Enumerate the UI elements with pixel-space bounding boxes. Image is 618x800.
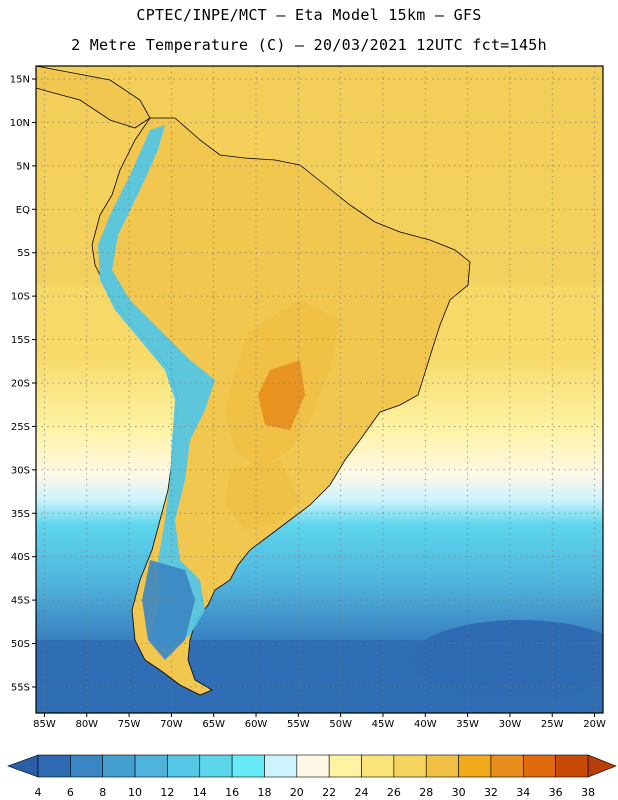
lat-lon-grid bbox=[36, 66, 603, 713]
lat-tick-label: 10S bbox=[11, 292, 30, 303]
colorbar-label: 10 bbox=[128, 786, 142, 799]
lon-tick-label: 40W bbox=[414, 719, 437, 730]
lon-tick-label: 60W bbox=[245, 719, 268, 730]
map-title-line2: 2 Metre Temperature (C) – 20/03/2021 12U… bbox=[71, 36, 547, 54]
lat-tick-label: 40S bbox=[11, 552, 30, 563]
colorbar-label: 34 bbox=[516, 786, 530, 799]
southern-warm-region bbox=[225, 460, 300, 530]
lat-tick-label: 35S bbox=[11, 509, 30, 520]
map-title-line1: CPTEC/INPE/MCT – Eta Model 15km – GFS bbox=[136, 6, 482, 24]
patagonia-cold bbox=[142, 560, 195, 660]
colorbar-swatch bbox=[328, 754, 362, 778]
lon-tick-label: 65W bbox=[202, 719, 225, 730]
colorbar-label: 12 bbox=[160, 786, 174, 799]
map-frame bbox=[35, 65, 604, 714]
temperature-colorbar: 4 6 8 10 12 14 16 18 20 22 24 26 28 30 32 34 36 38 bbox=[7, 754, 617, 799]
lon-tick-label: 55W bbox=[287, 719, 310, 730]
colorbar-swatch bbox=[555, 754, 589, 778]
colorbar-swatch bbox=[70, 754, 104, 778]
lon-tick-label: 50W bbox=[329, 719, 352, 730]
lon-tick-label: 75W bbox=[118, 719, 141, 730]
lat-tick-label: 15N bbox=[10, 75, 30, 86]
lat-tick-label: EQ bbox=[16, 205, 30, 216]
lat-tick-label: 5N bbox=[16, 161, 30, 172]
lat-tick-label: 10N bbox=[10, 118, 30, 129]
colorbar-label: 28 bbox=[419, 786, 433, 799]
lat-tick-label: 25S bbox=[11, 422, 30, 433]
colorbar-label: 22 bbox=[322, 786, 336, 799]
lat-tick-label: 15S bbox=[11, 335, 30, 346]
colorbar-label: 24 bbox=[355, 786, 369, 799]
latitude-axis-labels: 15N 10N 5N EQ 5S 10S 15S 20S 25S 30S 35S 40S 45S 50S 5… bbox=[10, 75, 36, 693]
lat-tick-label: 55S bbox=[11, 682, 30, 693]
central-america-land bbox=[36, 66, 151, 129]
colorbar-swatch bbox=[231, 754, 265, 778]
colorbar-label: 14 bbox=[193, 786, 207, 799]
lon-tick-label: 25W bbox=[541, 719, 564, 730]
colorbar-label: 36 bbox=[549, 786, 563, 799]
cold-pool-east bbox=[410, 620, 603, 700]
andes-cold-band bbox=[98, 125, 215, 650]
colorbar-swatch bbox=[393, 754, 427, 778]
colorbar-swatch bbox=[458, 754, 492, 778]
colorbar-label: 38 bbox=[581, 786, 595, 799]
lat-tick-label: 20S bbox=[11, 378, 30, 389]
colorbar-swatch bbox=[425, 754, 459, 778]
lat-tick-label: 5S bbox=[17, 248, 30, 259]
colorbar-swatch bbox=[296, 754, 330, 778]
colorbar-swatch bbox=[361, 754, 395, 778]
colorbar-label: 16 bbox=[225, 786, 239, 799]
lon-tick-label: 35W bbox=[456, 719, 479, 730]
colorbar-swatch bbox=[490, 754, 524, 778]
colorbar-label: 32 bbox=[484, 786, 498, 799]
colorbar-swatch bbox=[102, 754, 136, 778]
colorbar-label: 6 bbox=[67, 786, 74, 799]
lon-tick-label: 45W bbox=[372, 719, 395, 730]
colorbar-label: 8 bbox=[99, 786, 106, 799]
colorbar-high-arrow bbox=[587, 754, 617, 778]
colorbar-swatch bbox=[522, 754, 556, 778]
colorbar-label: 4 bbox=[35, 786, 42, 799]
lon-tick-label: 80W bbox=[75, 719, 98, 730]
colorbar-swatch bbox=[37, 754, 71, 778]
lon-tick-label: 30W bbox=[499, 719, 522, 730]
colorbar-label: 20 bbox=[290, 786, 304, 799]
colorbar-label: 18 bbox=[257, 786, 271, 799]
colorbar-swatch bbox=[134, 754, 168, 778]
hottest-core bbox=[258, 360, 305, 430]
colorbar-label: 26 bbox=[387, 786, 401, 799]
colorbar-low-arrow bbox=[7, 754, 39, 778]
longitude-axis-labels: 85W 80W 75W 70W 65W 60W 55W 50W 45W 40W 35W 30W 25W 2… bbox=[33, 713, 606, 730]
lat-tick-label: 45S bbox=[11, 596, 30, 607]
colorbar-swatch bbox=[264, 754, 298, 778]
lat-tick-label: 50S bbox=[11, 639, 30, 650]
colorbar-label: 30 bbox=[452, 786, 466, 799]
lat-tick-label: 30S bbox=[11, 465, 30, 476]
lon-tick-label: 85W bbox=[33, 719, 56, 730]
colorbar-swatch bbox=[167, 754, 201, 778]
lon-tick-label: 70W bbox=[160, 719, 183, 730]
colorbar-swatch bbox=[199, 754, 233, 778]
lon-tick-label: 20W bbox=[583, 719, 606, 730]
